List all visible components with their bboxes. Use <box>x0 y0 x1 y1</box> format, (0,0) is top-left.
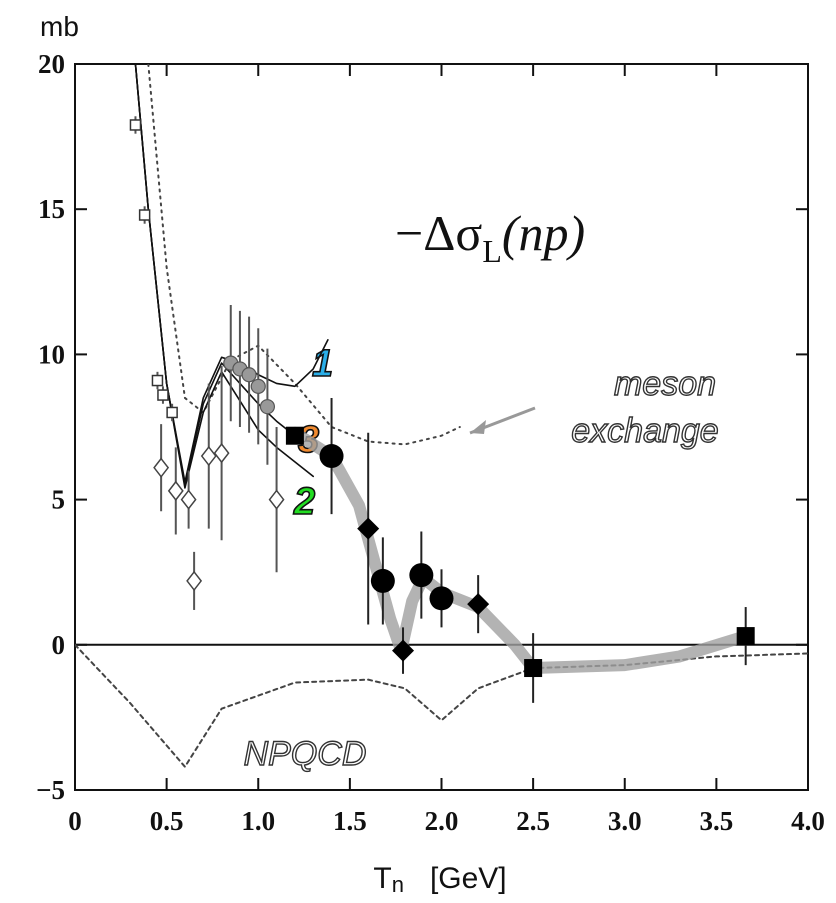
curve <box>288 426 752 675</box>
npqcd-label: NPQCD <box>244 735 367 773</box>
point <box>180 489 197 510</box>
point <box>357 517 380 540</box>
x-tick-label: 3.5 <box>700 806 734 836</box>
point <box>285 426 304 445</box>
point <box>268 489 285 510</box>
point <box>467 593 490 616</box>
curve-label: 1 <box>312 343 333 385</box>
point <box>259 399 276 415</box>
point <box>166 406 178 419</box>
meson-label: exchange <box>571 412 718 450</box>
y-tick-label: 0 <box>52 630 66 660</box>
annotation: −ΔσL(np) <box>395 205 585 269</box>
point <box>736 627 755 646</box>
point <box>200 445 217 467</box>
point <box>138 209 151 221</box>
curve <box>75 643 808 768</box>
x-label-sub: n <box>392 872 404 897</box>
point <box>129 119 142 131</box>
point <box>409 563 434 588</box>
y-tick-label: 5 <box>52 485 66 515</box>
y-tick-label: 20 <box>38 49 65 79</box>
x-tick-label: 0 <box>68 806 82 836</box>
x-axis-label: Tn [GeV] <box>373 862 506 897</box>
point <box>524 659 543 678</box>
point <box>250 378 266 394</box>
y-tick-label: 10 <box>38 339 65 369</box>
y-axis-label: mb <box>40 11 79 42</box>
arrow-head <box>470 420 486 434</box>
annotation-main: −Δσ <box>395 205 482 261</box>
point <box>153 457 170 478</box>
point <box>429 586 454 611</box>
point <box>213 442 230 464</box>
point <box>241 367 257 383</box>
point <box>151 374 164 387</box>
curve <box>147 64 461 446</box>
x-tick-label: 1.0 <box>241 806 275 836</box>
x-label-unit: [GeV] <box>430 862 507 895</box>
x-label-main: T <box>373 862 391 895</box>
annotation-sub: L <box>482 233 502 269</box>
x-tick-label: 2.0 <box>425 806 459 836</box>
x-tick-label: 2.5 <box>516 806 550 836</box>
point <box>157 389 169 401</box>
annotation-tail: (np) <box>502 205 585 261</box>
y-tick-label: −5 <box>36 775 65 805</box>
y-tick-label: 15 <box>38 194 65 224</box>
curve-label: 2 <box>293 481 315 523</box>
x-tick-label: 0.5 <box>150 806 184 836</box>
curve <box>134 64 315 489</box>
point <box>319 444 344 469</box>
point <box>370 568 395 593</box>
point <box>392 639 415 662</box>
curve <box>134 64 305 486</box>
meson-label: meson <box>614 365 716 403</box>
point <box>186 570 203 592</box>
point <box>167 480 184 502</box>
x-tick-label: 4.0 <box>791 806 825 836</box>
x-tick-label: 1.5 <box>333 806 367 836</box>
x-tick-label: 3.0 <box>608 806 642 836</box>
